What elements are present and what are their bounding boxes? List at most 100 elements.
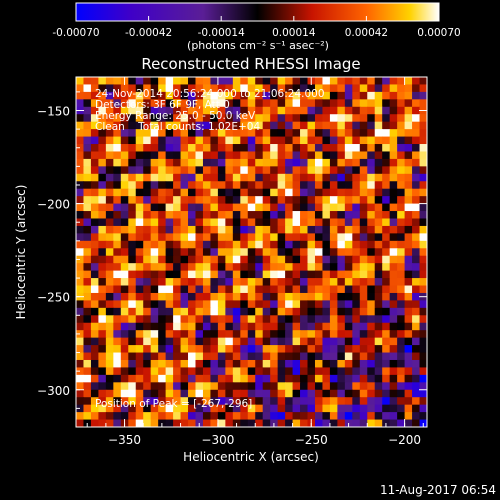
heatmap-cell <box>367 307 376 316</box>
heatmap-cell <box>113 211 122 220</box>
heatmap-cell <box>173 91 182 100</box>
heatmap-cell <box>292 77 301 86</box>
heatmap-cell <box>314 77 324 86</box>
heatmap-cell <box>300 359 309 369</box>
heatmap-cell <box>225 263 234 272</box>
heatmap-cell <box>382 352 391 361</box>
heatmap-cell <box>262 203 271 212</box>
heatmap-cell <box>135 278 144 287</box>
heatmap-cell <box>322 255 331 264</box>
heatmap-cell <box>314 419 324 427</box>
heatmap-cell <box>150 374 159 383</box>
heatmap-cell <box>195 307 204 316</box>
heatmap-cell <box>307 151 316 160</box>
heatmap-cell <box>367 315 376 324</box>
heatmap-cell <box>367 144 376 153</box>
heatmap-cell <box>397 240 406 249</box>
heatmap-cell <box>165 315 174 324</box>
heatmap-cell <box>270 106 279 115</box>
heatmap-cell <box>143 203 152 212</box>
heatmap-cell <box>76 352 85 361</box>
heatmap-cell <box>217 211 226 220</box>
heatmap-cell <box>344 315 353 324</box>
heatmap-cell <box>389 144 398 153</box>
heatmap-cell <box>143 121 152 130</box>
heatmap-cell <box>337 181 346 190</box>
heatmap-cell <box>173 404 182 413</box>
annotation-energy-range: Energy Range: 25.0 - 50.0 keV <box>95 110 256 122</box>
heatmap-cell <box>105 121 114 130</box>
heatmap-cell <box>367 397 376 406</box>
heatmap-cell <box>382 129 391 138</box>
heatmap-cell <box>83 315 92 324</box>
heatmap-cell <box>188 345 197 354</box>
heatmap-cell <box>98 412 107 421</box>
heatmap-cell <box>105 404 114 413</box>
heatmap-cell <box>210 151 219 160</box>
heatmap-cell <box>202 330 212 339</box>
heatmap-cell <box>367 389 376 398</box>
heatmap-cell <box>173 203 182 212</box>
heatmap-cell <box>337 263 346 272</box>
heatmap-cell <box>76 77 85 86</box>
heatmap-cell <box>135 211 144 220</box>
heatmap-cell <box>352 270 361 279</box>
heatmap-cell <box>352 91 361 100</box>
heatmap-cell <box>389 136 398 145</box>
heatmap-cell <box>113 151 122 160</box>
heatmap-cell <box>270 233 279 242</box>
heatmap-cell <box>98 106 107 115</box>
heatmap-cell <box>337 218 346 227</box>
heatmap-cell <box>397 225 406 234</box>
heatmap-cell <box>247 158 256 167</box>
heatmap-cell <box>240 322 249 331</box>
heatmap-cell <box>307 144 316 153</box>
heatmap-cell <box>158 315 167 324</box>
heatmap-cell <box>165 412 174 421</box>
heatmap-cell <box>128 233 137 242</box>
heatmap-cell <box>98 307 107 316</box>
heatmap-cell <box>307 322 316 331</box>
heatmap-cell <box>150 99 159 108</box>
heatmap-cell <box>314 330 324 339</box>
heatmap-cell <box>262 248 271 257</box>
heatmap-cell <box>285 322 294 331</box>
heatmap-cell <box>262 359 271 369</box>
heatmap-cell <box>337 412 346 421</box>
heatmap-cell <box>217 278 226 287</box>
heatmap-cell <box>262 218 271 227</box>
heatmap-cell <box>397 248 406 257</box>
heatmap-cell <box>150 419 159 427</box>
heatmap-cell <box>285 315 294 324</box>
heatmap-cell <box>105 188 114 197</box>
heatmap-cell <box>217 397 226 406</box>
heatmap-cell <box>113 307 122 316</box>
heatmap-cell <box>143 374 152 383</box>
heatmap-cell <box>374 136 383 145</box>
heatmap-cell <box>232 144 241 153</box>
heatmap-cell <box>277 91 286 100</box>
heatmap-cell <box>367 285 376 294</box>
heatmap-cell <box>412 322 421 331</box>
heatmap-cell <box>389 315 398 324</box>
heatmap-cell <box>240 330 249 339</box>
heatmap-cell <box>419 158 427 167</box>
heatmap-cell <box>128 330 137 339</box>
heatmap-cell <box>404 240 413 249</box>
heatmap-cell <box>165 99 174 108</box>
heatmap-cell <box>329 419 338 427</box>
heatmap-cell <box>389 196 398 205</box>
heatmap-cell <box>217 240 226 249</box>
heatmap-cell <box>76 136 85 145</box>
heatmap-cell <box>300 330 309 339</box>
heatmap-cell <box>404 158 413 167</box>
heatmap-cell <box>225 84 234 93</box>
heatmap-cell <box>83 203 92 212</box>
heatmap-cell <box>412 91 421 100</box>
heatmap-cell <box>337 240 346 249</box>
heatmap-cell <box>232 91 241 100</box>
heatmap-cell <box>262 263 271 272</box>
heatmap-cell <box>83 211 92 220</box>
heatmap-cell <box>255 374 264 383</box>
heatmap-cell <box>105 263 114 272</box>
